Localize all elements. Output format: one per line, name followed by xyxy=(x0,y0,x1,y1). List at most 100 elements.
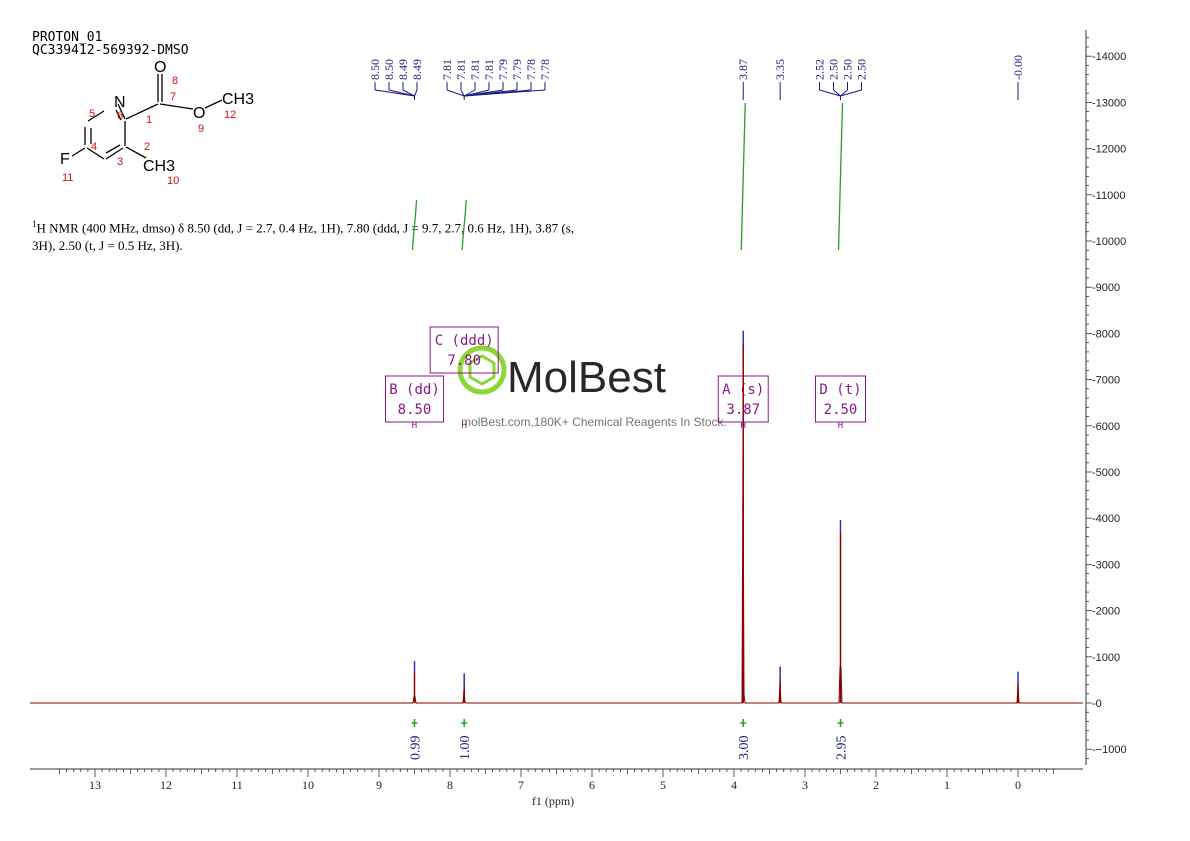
peak-shift-label: 8.49 xyxy=(396,59,410,80)
peak-shift-label: 7.81 xyxy=(468,59,482,80)
atom-ch3-ring: CH3 xyxy=(143,158,175,175)
multiplet-shift: 8.50 xyxy=(398,402,432,418)
peak-shift-label: 8.50 xyxy=(382,59,396,80)
spectrum-trace xyxy=(30,443,1083,704)
y-tick-label: -11000 xyxy=(1092,190,1125,202)
integral-curve xyxy=(837,102,844,251)
x-tick-label: 4 xyxy=(731,778,737,792)
peak-shift-label: 7.79 xyxy=(510,59,524,80)
integrals-group: 0.99 1.00 3.00 2.95 xyxy=(409,102,850,761)
atom-number-11: 11 xyxy=(62,172,73,184)
atom-number-3: 3 xyxy=(117,156,123,168)
integral-value: 0.99 xyxy=(409,736,424,761)
watermark-brand: MolBest xyxy=(507,353,666,402)
y-tick-label: -2000 xyxy=(1092,606,1120,618)
integral-value: 3.00 xyxy=(737,736,752,761)
x-tick-label: 7 xyxy=(518,778,524,792)
bond-c7-o9 xyxy=(159,103,194,110)
atom-number-12: 12 xyxy=(224,109,236,121)
nmr-description: 1H NMR (400 MHz, dmso) δ 8.50 (dd, J = 2… xyxy=(32,215,592,255)
atom-number-10: 10 xyxy=(167,175,179,187)
description-text: H NMR (400 MHz, dmso) δ 8.50 (dd, J = 2.… xyxy=(32,220,575,254)
atom-number-2: 2 xyxy=(144,141,150,153)
y-tick-label: -4000 xyxy=(1092,513,1120,525)
atom-o-carbonyl: O xyxy=(154,59,166,76)
peaks-group xyxy=(413,330,1019,703)
atom-number-4: 4 xyxy=(91,141,97,153)
peak-shift-label: 7.81 xyxy=(482,59,496,80)
peak-shift-label: 2.52 xyxy=(813,59,827,80)
bond-c3-c2 xyxy=(105,147,124,160)
label-leader-slope xyxy=(840,89,862,97)
label-leader-slope xyxy=(819,89,841,97)
atom-f: F xyxy=(60,151,70,168)
integral-curve xyxy=(740,102,746,251)
x-tick-label: 2 xyxy=(873,778,879,792)
x-tick-label: 13 xyxy=(89,778,101,792)
multiplet-box xyxy=(429,326,499,374)
x-tick-label: 10 xyxy=(302,778,314,792)
y-tick-label: -5000 xyxy=(1092,467,1120,479)
y-tick-label: -3000 xyxy=(1092,559,1120,571)
multiplet-h-marker: H xyxy=(412,421,417,431)
x-tick-label: 11 xyxy=(231,778,243,792)
y-tick-label: -13000 xyxy=(1092,97,1126,109)
atom-number-6: 6 xyxy=(117,110,123,122)
y-tick-label: -1000 xyxy=(1092,652,1120,664)
integral-curve xyxy=(461,199,467,251)
bond-c1-c7 xyxy=(125,103,159,120)
multiplet-h-marker: H xyxy=(838,421,843,431)
description-superscript: 1 xyxy=(32,219,37,229)
x-tick-label: 1 xyxy=(944,778,950,792)
axes-group: 13 12 11 10 9 8 7 6 5 4 3 2 1 0-14000-13000-12000-110… xyxy=(30,30,1127,792)
y-tick-label: -7000 xyxy=(1092,375,1120,387)
y-tick-label: -10000 xyxy=(1092,236,1126,248)
label-leader-slope xyxy=(374,89,415,97)
multiplet-label: D (t) xyxy=(819,382,861,398)
y-tick-label: -8000 xyxy=(1092,328,1120,340)
x-tick-label: 8 xyxy=(447,778,453,792)
peak-shift-label: 3.87 xyxy=(736,59,750,80)
bond-c1-n6 xyxy=(117,103,126,120)
bond-c4-c3 xyxy=(86,147,105,160)
label-leader-slope xyxy=(463,89,476,97)
label-leader-slope xyxy=(833,89,841,97)
bond-c4-f xyxy=(71,147,86,157)
label-leader-slope xyxy=(388,89,415,97)
x-tick-label: 0 xyxy=(1015,778,1021,792)
y-tick-label: -−1000 xyxy=(1092,744,1127,756)
label-leader-slope xyxy=(464,89,546,97)
label-leader-slope xyxy=(446,89,465,97)
bond-n6-c5 xyxy=(87,110,105,122)
peak-shift-label: 7.78 xyxy=(524,59,538,80)
molbest-logo-icon xyxy=(457,345,507,395)
y-tick-label: -6000 xyxy=(1092,421,1120,433)
atom-n: N xyxy=(114,94,126,111)
peak-shift-label: 2.50 xyxy=(855,59,869,80)
bond-c1-n6-double xyxy=(115,109,122,121)
peak-shift-label: 2.50 xyxy=(827,59,841,80)
experiment-name: PROTON_01 xyxy=(32,30,103,45)
molbest-watermark: MolBest molBest.com,180K+ Chemical Reage… xyxy=(457,345,727,429)
multiplet-shift: 7.80 xyxy=(447,353,481,369)
bond-c3-c2-double xyxy=(105,144,121,154)
y-tick-label: -0 xyxy=(1092,698,1102,710)
label-leader-slope xyxy=(414,89,418,97)
y-tick-label: -9000 xyxy=(1092,282,1120,294)
peak-shift-label: 7.81 xyxy=(440,59,454,80)
integral-value: 1.00 xyxy=(458,736,473,761)
multiplet-box xyxy=(385,375,444,423)
peak-shift-label: 8.49 xyxy=(410,59,424,80)
y-tick-label: -14000 xyxy=(1092,51,1126,63)
atom-number-8: 8 xyxy=(172,75,178,87)
atom-ch3-ester: CH3 xyxy=(222,91,254,108)
peak-shift-label: 7.78 xyxy=(538,59,552,80)
x-tick-label: 3 xyxy=(802,778,808,792)
y-tick-label: -12000 xyxy=(1092,144,1126,156)
benzene-icon xyxy=(468,354,496,386)
bond-c2-ch3 xyxy=(125,146,147,159)
multiplet-shift: 2.50 xyxy=(824,402,858,418)
label-leader-slope xyxy=(840,89,848,97)
multiplet-box xyxy=(815,375,866,423)
